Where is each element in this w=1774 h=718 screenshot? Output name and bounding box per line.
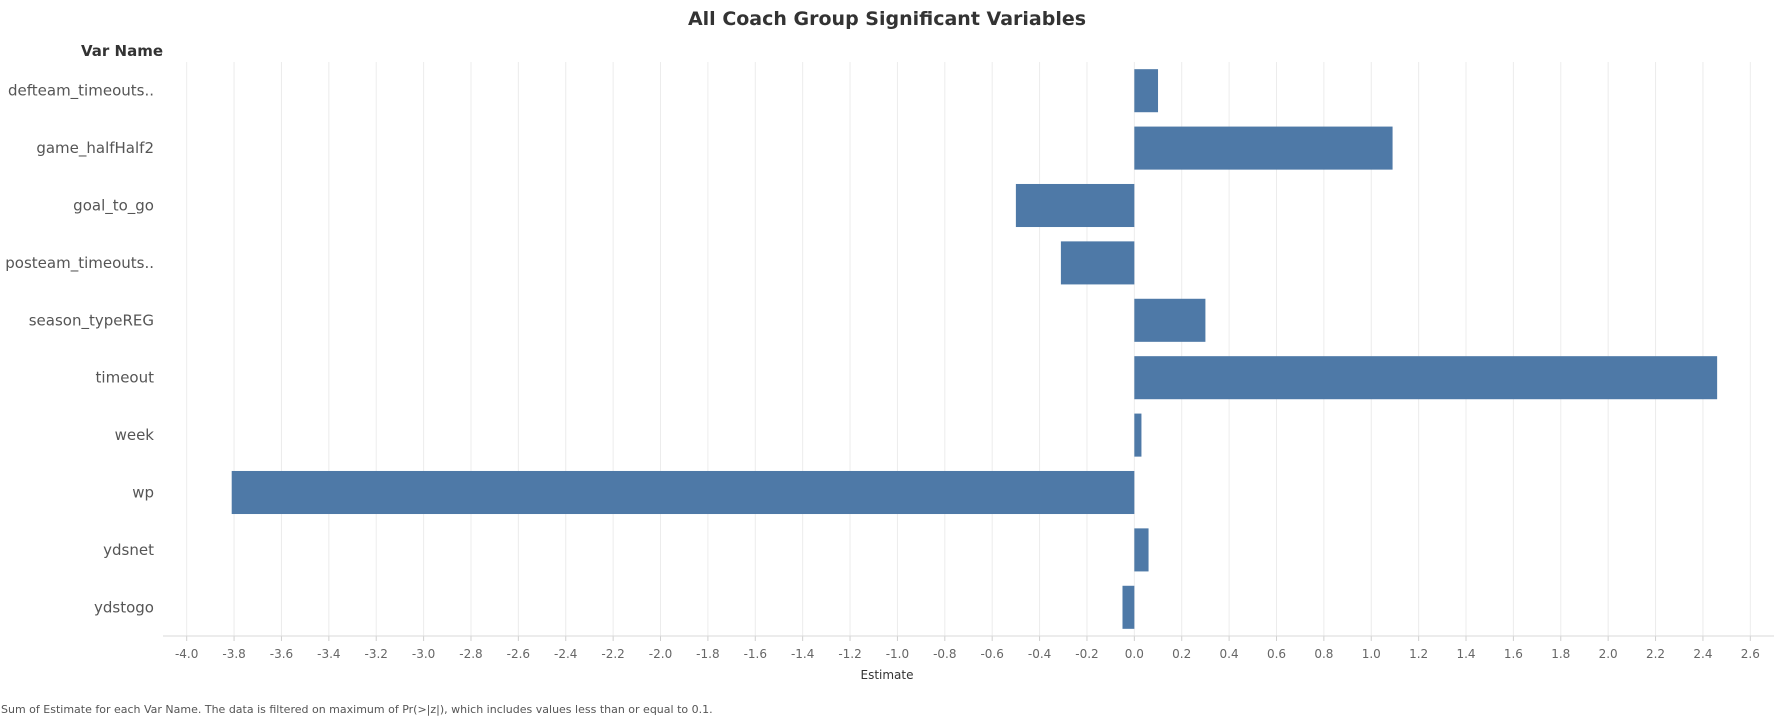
category-label: defteam_timeouts.. [8, 82, 154, 101]
x-tick-label: -0.8 [933, 647, 956, 661]
footnote: Sum of Estimate for each Var Name. The d… [1, 703, 713, 716]
bar-goal-to-go[interactable] [1015, 183, 1135, 228]
bar-posteam-timeouts[interactable] [1060, 241, 1135, 285]
x-tick-label: -4.0 [175, 647, 198, 661]
x-tick-label: -0.6 [980, 647, 1003, 661]
x-tick-label: 1.4 [1456, 647, 1475, 661]
gridlines [163, 62, 1774, 641]
x-tick-label: 0.6 [1267, 647, 1286, 661]
bar-timeout[interactable] [1134, 356, 1718, 400]
category-labels: defteam_timeouts.. game_halfHalf2 goal_to_… [5, 82, 154, 617]
x-tick-label: -3.6 [270, 647, 293, 661]
x-axis-title: Estimate [860, 668, 914, 682]
row-header-var-name: Var Name [81, 42, 164, 60]
x-tick-label: 1.0 [1362, 647, 1381, 661]
bar-ydsnet[interactable] [1134, 528, 1149, 572]
x-tick-label: -1.6 [744, 647, 767, 661]
category-label: season_typeREG [29, 311, 154, 330]
bar-game-halfhalf2[interactable] [1134, 126, 1393, 170]
x-tick-label: -3.0 [412, 647, 435, 661]
x-tick-label: 0.4 [1220, 647, 1239, 661]
x-tick-label: 0.0 [1125, 647, 1144, 661]
category-label: timeout [96, 369, 155, 387]
x-tick-label: 2.0 [1599, 647, 1618, 661]
x-tick-label: -0.2 [1075, 647, 1098, 661]
x-tick-label: -0.4 [1028, 647, 1051, 661]
category-label: game_halfHalf2 [36, 139, 154, 158]
bar-ydstogo[interactable] [1122, 585, 1135, 629]
bar-wp[interactable] [231, 470, 1135, 515]
x-tick-label: -2.0 [649, 647, 672, 661]
x-tick-label: -1.2 [838, 647, 861, 661]
x-tick-label: -2.8 [459, 647, 482, 661]
bar-week[interactable] [1134, 413, 1142, 457]
x-tick-label: 0.2 [1172, 647, 1191, 661]
x-tick-label: -2.6 [507, 647, 530, 661]
x-tick-label: -3.4 [317, 647, 340, 661]
x-tick-label: -1.0 [886, 647, 909, 661]
x-tick-label: 1.8 [1551, 647, 1570, 661]
x-tick-labels: -4.0 -3.8 -3.6 -3.4 -3.2 -3.0 -2.8 -2.6 -2.4 -2.2… [175, 647, 1760, 661]
x-tick-label: 2.4 [1693, 647, 1712, 661]
category-label: ydsnet [103, 541, 154, 559]
x-tick-label: 1.6 [1504, 647, 1523, 661]
x-tick-label: 2.6 [1741, 647, 1760, 661]
x-tick-label: -3.8 [222, 647, 245, 661]
x-tick-label: -2.2 [601, 647, 624, 661]
category-label: week [115, 426, 155, 444]
x-tick-label: -1.8 [696, 647, 719, 661]
x-tick-label: -2.4 [554, 647, 577, 661]
x-tick-label: 2.2 [1646, 647, 1665, 661]
chart-title: All Coach Group Significant Variables [687, 8, 1087, 30]
category-label: posteam_timeouts.. [5, 254, 154, 273]
x-tick-label: 0.8 [1314, 647, 1333, 661]
x-tick-label: -3.2 [365, 647, 388, 661]
category-label: ydstogo [94, 598, 154, 616]
x-tick-label: -1.4 [791, 647, 814, 661]
bar-season-typereg[interactable] [1134, 298, 1206, 342]
x-tick-label: 1.2 [1409, 647, 1428, 661]
bar-defteam-timeouts[interactable] [1134, 69, 1159, 113]
category-label: goal_to_go [73, 197, 154, 216]
category-label: wp [132, 484, 154, 502]
bars [231, 69, 1718, 629]
